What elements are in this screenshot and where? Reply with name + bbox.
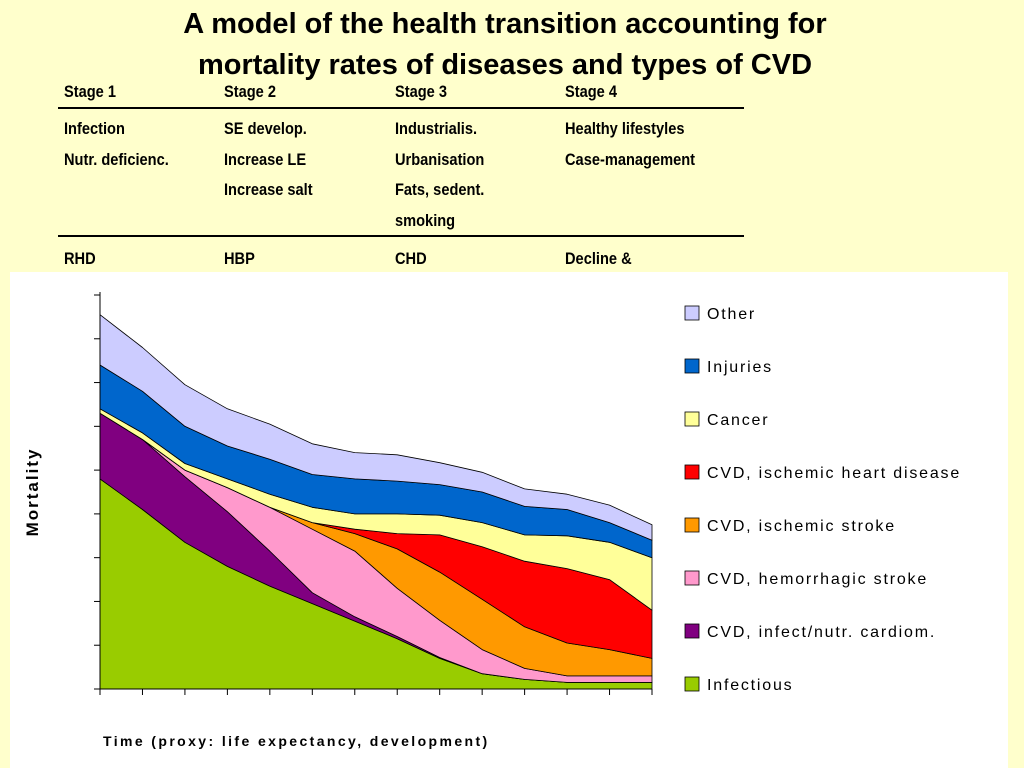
slide-title-line-1: A model of the health transition account…: [183, 8, 827, 40]
legend-label-cvd-ischemic-stroke: CVD, ischemic stroke: [707, 518, 896, 535]
legend-swatch-cvd-ischemic-heart-disease: [684, 464, 700, 480]
table-cell-line: SE develop.: [224, 119, 307, 138]
table-cell-line: Infection: [64, 119, 125, 138]
stage-1-drivers: Infection Nutr. deficienc.: [64, 114, 169, 175]
legend-label-infectious: Infectious: [707, 677, 793, 694]
area-other: [99, 314, 653, 541]
legend-label-other: Other: [707, 306, 756, 323]
stage-2-drivers: SE develop. Increase LE Increase salt: [224, 114, 313, 206]
chart-panel: Mortality Time (proxy: life expectancy, d…: [10, 272, 1008, 768]
table-cell-line: smoking: [395, 210, 456, 230]
stage-3-header: Stage 3: [395, 82, 448, 101]
table-cell-line: Fats, sedent.: [395, 180, 485, 199]
stacked-area-chart: Mortality Time (proxy: life expectancy, d…: [23, 292, 961, 749]
stage-2-disease: HBP: [224, 249, 255, 268]
legend-swatch-other: [684, 305, 700, 321]
area-layers: [99, 314, 653, 690]
slide-title: A model of the health transition account…: [0, 4, 1010, 86]
table-cell-line: Nutr. deficienc.: [64, 149, 169, 169]
legend-swatch-injuries: [684, 358, 700, 374]
stage-2-header: Stage 2: [224, 82, 277, 101]
legend-label-cancer: Cancer: [707, 412, 769, 429]
stage-4-drivers: Healthy lifestyles Case-management: [565, 114, 695, 175]
legend-label-injuries: Injuries: [707, 359, 773, 376]
table-cell-line: Increase LE: [224, 149, 307, 169]
legend-swatch-cancer: [684, 411, 700, 427]
table-cell-line: Increase salt: [224, 180, 313, 199]
table-cell-line: Industrialis.: [395, 119, 478, 138]
legend-label-cvd-hemorrhagic-stroke: CVD, hemorrhagic stroke: [707, 571, 928, 588]
stage-4-disease: Decline &: [565, 249, 632, 268]
y-axis-label: Mortality: [23, 448, 42, 537]
legend-swatch-cvd-infect-nutr-cardiom: [684, 623, 700, 639]
legend-swatch-cvd-ischemic-stroke: [684, 517, 700, 533]
legend-swatch-cvd-hemorrhagic-stroke: [684, 570, 700, 586]
table-header-rule: [58, 107, 744, 109]
legend: Other Injuries Cancer CVD, ischemic heart d…: [684, 305, 961, 694]
legend-swatch-infectious: [684, 676, 700, 692]
stage-table: Stage 1 Stage 2 Stage 3 Stage 4 Infectio…: [58, 80, 744, 270]
stage-4-header: Stage 4: [565, 82, 618, 101]
stage-1-disease: RHD: [64, 249, 96, 268]
stage-3-disease: CHD: [395, 249, 427, 268]
stage-1-header: Stage 1: [64, 82, 117, 101]
legend-label-cvd-infect-nutr-cardiom: CVD, infect/nutr. cardiom.: [707, 624, 936, 641]
slide-title-line-2: mortality rates of diseases and types of…: [197, 49, 813, 81]
stage-3-drivers: Industrialis. Urbanisation Fats, sedent. sm…: [395, 114, 484, 236]
x-axis-label: Time (proxy: life expectancy, developmen…: [103, 733, 490, 749]
legend-label-cvd-ischemic-heart-disease: CVD, ischemic heart disease: [707, 465, 961, 482]
table-cell-line: Urbanisation: [395, 149, 485, 169]
table-cell-line: Case-management: [565, 149, 696, 169]
table-cell-line: Healthy lifestyles: [565, 119, 685, 138]
table-mid-rule: [58, 235, 744, 237]
